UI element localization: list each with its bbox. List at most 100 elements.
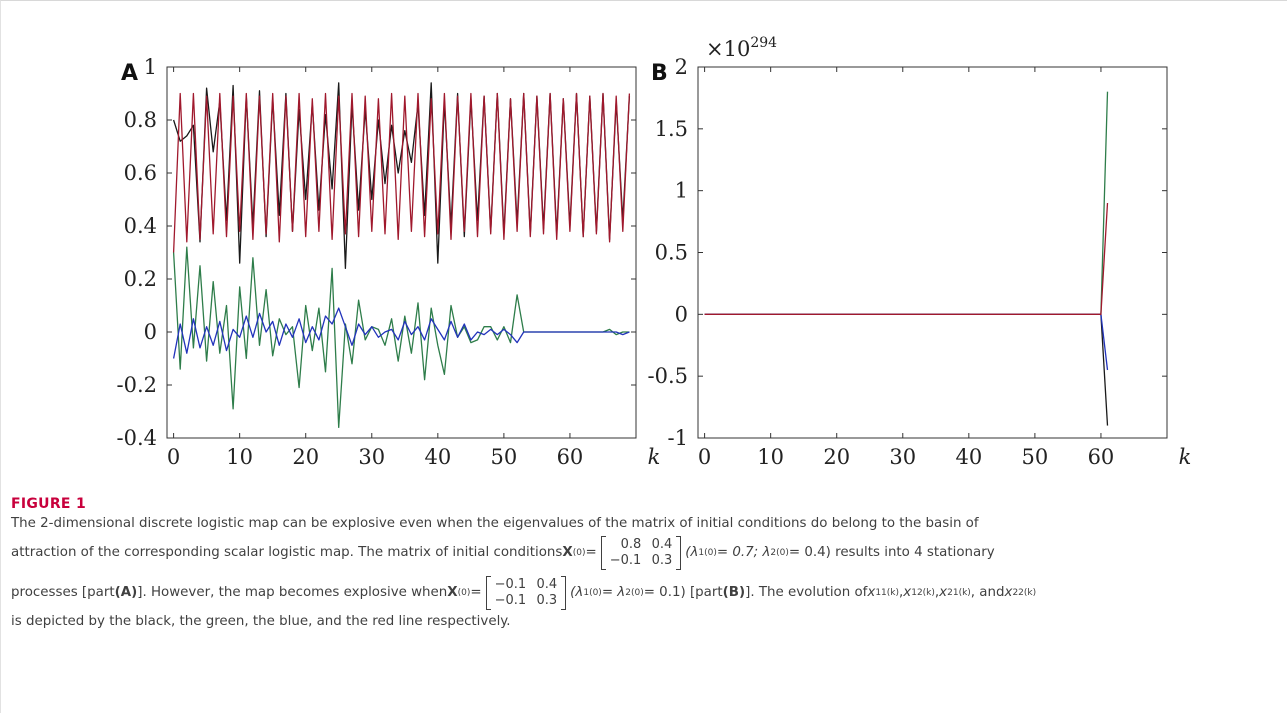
x-tick-label: 50 <box>1022 445 1049 469</box>
caption-math: (λ <box>570 585 584 600</box>
matrix-cell: 0.4 <box>651 537 673 552</box>
series-line-3 <box>172 246 630 429</box>
x-tick-label: 40 <box>955 445 982 469</box>
x-tick-label: 0 <box>167 445 180 469</box>
part-a-ref: (A) <box>114 585 138 600</box>
figure-caption: FIGURE 1 The 2-dimensional discrete logi… <box>11 496 1276 631</box>
matrix-symbol: X <box>562 545 573 560</box>
caption-text: , <box>899 585 904 600</box>
subscript: 1 <box>583 588 590 598</box>
matrix-rows: 0.8 0.4 −0.1 0.3 <box>606 536 677 570</box>
superscript: (k) <box>886 588 900 598</box>
caption-line-1: The 2-dimensional discrete logistic map … <box>11 515 1276 533</box>
y-scale-factor: ×10294 <box>706 35 777 61</box>
y-tick-label: 1 <box>144 55 157 79</box>
y-tick-label: -0.4 <box>117 426 158 450</box>
caption-math: = 0.7; λ <box>716 545 771 560</box>
caption-text: ]. However, the map becomes explosive wh… <box>137 585 448 600</box>
plot-area-frame <box>697 66 1168 439</box>
x-tick-label: 60 <box>557 445 584 469</box>
y-tick-label: 0.2 <box>124 267 157 291</box>
subscript: 2 <box>625 588 631 598</box>
x-axis-label: k <box>1179 445 1192 469</box>
caption-line-3: processes [part (A)]. However, the map b… <box>11 573 1276 613</box>
subscript: 11 <box>875 588 887 598</box>
matrix-cell: 0.4 <box>536 577 558 592</box>
matrix-row: −0.1 0.3 <box>610 553 673 569</box>
x-tick-label: 20 <box>823 445 850 469</box>
subscript: 12 <box>911 588 923 598</box>
y-tick-label: 0.8 <box>124 108 157 132</box>
series-line-4 <box>704 202 1109 315</box>
panel-label: A <box>121 61 138 86</box>
matrix-cell: −0.1 <box>609 553 642 568</box>
caption-text: attraction of the corresponding scalar l… <box>11 545 563 560</box>
superscript: (0) <box>704 548 717 558</box>
series-line-4 <box>172 307 630 359</box>
x-tick-label: 0 <box>698 445 711 469</box>
matrix-cell: 0.8 <box>620 537 642 552</box>
plot-area-frame <box>166 66 637 439</box>
y-tick-label: 0 <box>144 320 157 344</box>
series-line-3 <box>704 313 1109 371</box>
subscript: 21 <box>947 588 959 598</box>
series-line-2 <box>172 92 631 253</box>
subscript: 2 <box>770 548 777 558</box>
right-bracket <box>561 576 567 610</box>
caption-math: x <box>1004 585 1013 600</box>
left-bracket <box>485 576 491 610</box>
x-tick-label: 30 <box>358 445 385 469</box>
matrix-row: 0.8 0.4 <box>610 537 673 553</box>
superscript: (k) <box>922 588 935 598</box>
caption-text: , <box>934 585 940 600</box>
y-tick-label: -0.5 <box>648 364 689 388</box>
figure-label: FIGURE 1 <box>11 496 86 512</box>
x-tick-label: 60 <box>1088 445 1115 469</box>
caption-math: x <box>903 585 912 600</box>
caption-text: is depicted by the black, the green, the… <box>11 614 511 629</box>
matrix-cell: −0.1 <box>494 577 527 592</box>
y-tick-label: 0.4 <box>124 214 157 238</box>
series-line-2 <box>704 91 1109 315</box>
y-tick-label: 1.5 <box>655 117 688 141</box>
equals-sign: = <box>470 585 482 600</box>
caption-text: , and <box>970 585 1005 600</box>
superscript: (k) <box>958 588 971 598</box>
superscript: (k) <box>1023 588 1037 598</box>
initial-matrix-B: −0.1 0.4 −0.1 0.3 <box>485 576 567 610</box>
y-scale-exponent: 294 <box>750 35 777 51</box>
caption-text: = 0.4) results into 4 stationary <box>788 545 995 560</box>
x-tick-label: 50 <box>491 445 518 469</box>
y-tick-label: 0.6 <box>124 161 157 185</box>
caption-text: processes [part <box>11 585 115 600</box>
subscript: 22 <box>1012 588 1024 598</box>
matrix-cell: 0.3 <box>536 593 558 608</box>
chart-panel-b: 0 10 20 30 40 50 60 -1 -0.5 0 0.5 1 1.5 2 k B ×10294 <box>648 35 1192 469</box>
x-tick-label: 10 <box>226 445 253 469</box>
superscript: (0) <box>776 548 789 558</box>
caption-text: The 2-dimensional discrete logistic map … <box>11 516 979 531</box>
matrix-rows: −0.1 0.4 −0.1 0.3 <box>491 576 562 610</box>
y-tick-label: -0.2 <box>117 373 158 397</box>
caption-text: ]. The evolution of <box>745 585 868 600</box>
matrix-symbol: X <box>447 585 458 600</box>
superscript: (0) <box>572 548 586 558</box>
initial-matrix-A: 0.8 0.4 −0.1 0.3 <box>600 536 682 570</box>
caption-math: = λ <box>601 585 626 600</box>
matrix-cell: 0.3 <box>651 553 673 568</box>
caption-line-2: attraction of the corresponding scalar l… <box>11 533 1276 573</box>
chart-panel-a: 0 10 20 30 40 50 60 -0.4 -0.2 0 0.2 0.4 0.6 0.8 1 k A <box>117 55 661 469</box>
subscript: 1 <box>698 548 705 558</box>
y-tick-label: 0 <box>675 302 688 326</box>
x-tick-label: 20 <box>292 445 319 469</box>
y-tick-label: 1 <box>675 179 688 203</box>
x-axis-label: k <box>648 445 661 469</box>
y-tick-label: 0.5 <box>655 241 688 265</box>
right-bracket <box>676 536 682 570</box>
superscript: (0) <box>630 588 644 598</box>
x-tick-label: 30 <box>889 445 916 469</box>
y-tick-label: -1 <box>668 426 688 450</box>
part-b-ref: (B) <box>722 585 746 600</box>
